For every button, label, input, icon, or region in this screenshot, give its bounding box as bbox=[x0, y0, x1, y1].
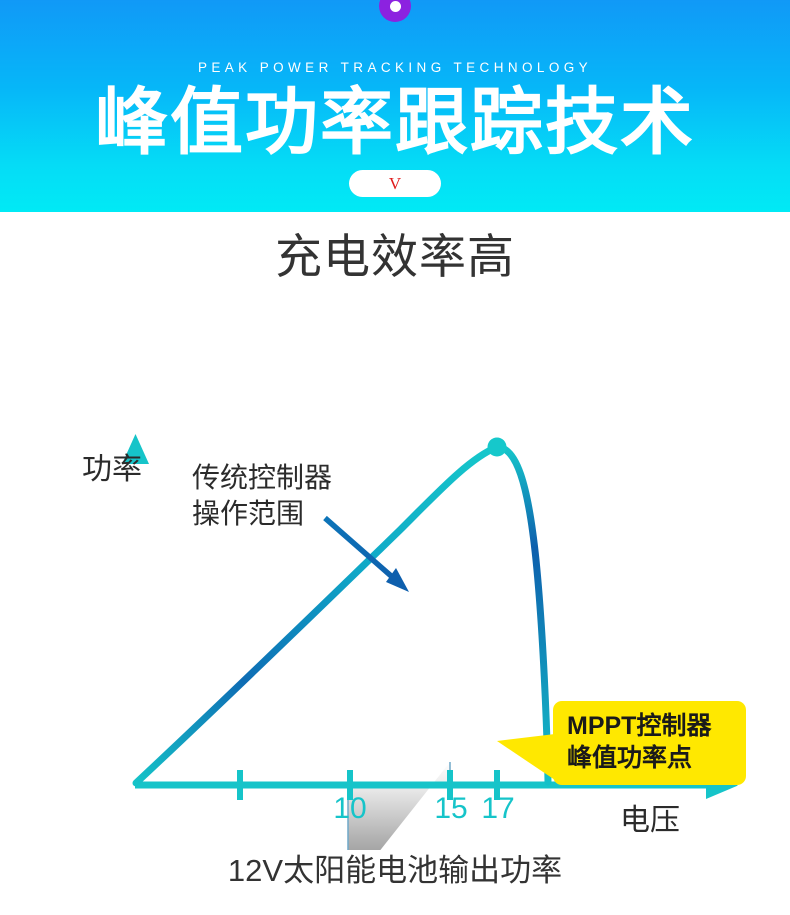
pin-inner-dot bbox=[389, 1, 401, 12]
y-axis-label: 功率 bbox=[82, 452, 142, 487]
mppt-callout-line2: 峰值功率点 bbox=[567, 744, 693, 772]
chart-canvas bbox=[122, 434, 738, 850]
peak-power-marker bbox=[487, 437, 507, 457]
x-tick-label-10: 10 bbox=[333, 792, 367, 825]
x-tick-label-15: 15 bbox=[434, 792, 468, 825]
x-axis-label: 电压 bbox=[620, 804, 680, 837]
hero-eyebrow-text: PEAK POWER TRACKING TECHNOLOGY bbox=[197, 60, 593, 75]
traditional-range-arrow bbox=[323, 515, 409, 592]
hero-banner: PEAK POWER TRACKING TECHNOLOGY 峰值功率跟踪技术 … bbox=[0, 0, 790, 212]
callout-pointer bbox=[497, 734, 555, 780]
x-tick-label-17: 17 bbox=[481, 792, 515, 825]
traditional-range-line1: 传统控制器 bbox=[192, 462, 333, 493]
chart-figure: 功率 传统控制器 操作范围 10 15 17 电压 MPPT控制器 峰值功率点 bbox=[0, 330, 790, 850]
mppt-peak-callout: MPPT控制器 峰值功率点 bbox=[553, 701, 746, 785]
hero-badge-label: V bbox=[388, 174, 402, 193]
location-pin-icon bbox=[379, 0, 411, 22]
y-axis-label-text: 功率 bbox=[82, 453, 142, 486]
power-curve bbox=[132, 443, 552, 787]
chart-caption: 12V太阳能电池输出功率 bbox=[227, 853, 563, 888]
hero-badge: V bbox=[349, 170, 441, 197]
hero-title: 峰值功率跟踪技术 bbox=[95, 82, 695, 163]
traditional-range-line2: 操作范围 bbox=[192, 498, 305, 529]
traditional-range-annotation: 传统控制器 操作范围 bbox=[192, 460, 332, 532]
mppt-callout-line1: MPPT控制器 bbox=[567, 712, 712, 740]
y-axis bbox=[122, 434, 149, 785]
section-subhead: 充电效率高 bbox=[275, 230, 515, 283]
